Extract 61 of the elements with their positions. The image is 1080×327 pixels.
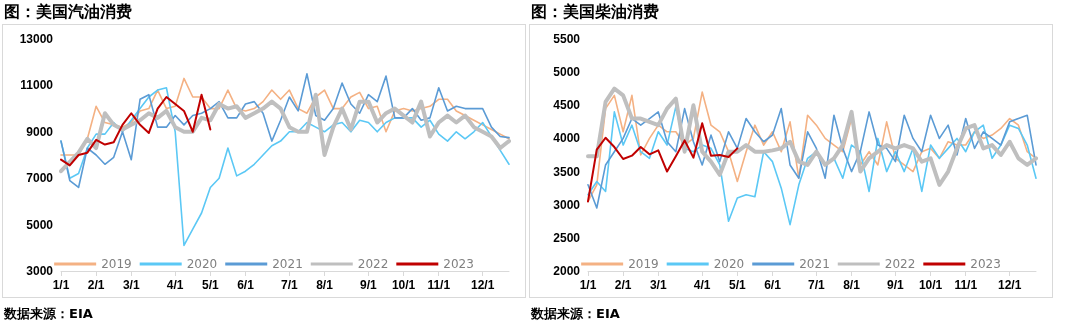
legend-label: 2020 (186, 257, 218, 271)
legend-label: 2022 (357, 257, 389, 271)
legend-label: 2022 (884, 257, 916, 271)
line-series (60, 77, 510, 156)
x-tick-label: 5/1 (728, 278, 746, 292)
x-tick-label: 10/1 (918, 278, 943, 292)
line-series (587, 107, 1037, 209)
x-tick-label: 8/1 (316, 278, 334, 292)
y-tick-label: 7000 (26, 171, 54, 186)
line-series (587, 91, 1037, 203)
y-tick-label: 4500 (553, 98, 581, 113)
y-tick-label: 2500 (553, 230, 581, 245)
x-tick-label: 3/1 (649, 278, 667, 292)
y-tick-label: 11000 (20, 78, 54, 93)
source-note: 数据来源：EIA (531, 305, 620, 323)
x-tick-label: 10/1 (391, 278, 416, 292)
x-tick-label: 11/1 (954, 278, 978, 292)
y-tick-label: 9000 (26, 124, 54, 139)
line-series (587, 122, 739, 203)
line-series (59, 92, 511, 174)
x-tick-label: 1/1 (579, 278, 597, 292)
x-tick-label: 2/1 (87, 278, 105, 292)
y-tick-label: 4000 (553, 131, 581, 146)
legend-label: 2020 (713, 257, 745, 271)
x-tick-label: 12/1 (470, 278, 495, 292)
chart-title: 图：美国柴油消费 (531, 2, 659, 23)
y-tick-label: 3000 (553, 197, 581, 212)
x-tick-label: 1/1 (52, 278, 70, 292)
legend-label: 2021 (799, 257, 830, 271)
x-tick-label: 11/1 (427, 278, 451, 292)
x-tick-label: 2/1 (614, 278, 632, 292)
line-series (60, 73, 510, 189)
y-tick-label: 2000 (553, 264, 581, 278)
y-tick-label: 5500 (553, 32, 581, 46)
x-tick-label: 7/1 (281, 278, 299, 292)
x-tick-label: 12/1 (997, 278, 1022, 292)
x-tick-label: 6/1 (764, 278, 782, 292)
source-note: 数据来源：EIA (4, 305, 93, 323)
line-series (60, 93, 212, 167)
x-tick-label: 8/1 (843, 278, 861, 292)
line-series (586, 86, 1038, 187)
x-tick-label: 9/1 (360, 278, 378, 292)
x-tick-label: 3/1 (122, 278, 140, 292)
x-tick-label: 4/1 (693, 278, 711, 292)
x-tick-label: 4/1 (166, 278, 184, 292)
x-tick-label: 5/1 (201, 278, 219, 292)
legend-label: 2023 (970, 257, 1001, 271)
y-tick-label: 3500 (553, 164, 581, 179)
legend-label: 2019 (101, 257, 132, 271)
legend-label: 2019 (628, 257, 659, 271)
legend-label: 2021 (272, 257, 303, 271)
line-series (60, 86, 510, 247)
y-tick-label: 5000 (26, 217, 54, 232)
chart-title: 图：美国汽油消费 (4, 2, 132, 23)
y-tick-label: 5000 (553, 65, 581, 80)
legend-label: 2023 (443, 257, 474, 271)
y-tick-label: 3000 (26, 264, 54, 278)
x-tick-label: 7/1 (808, 278, 826, 292)
y-tick-label: 13000 (19, 32, 54, 46)
x-tick-label: 6/1 (237, 278, 255, 292)
x-tick-label: 9/1 (887, 278, 905, 292)
